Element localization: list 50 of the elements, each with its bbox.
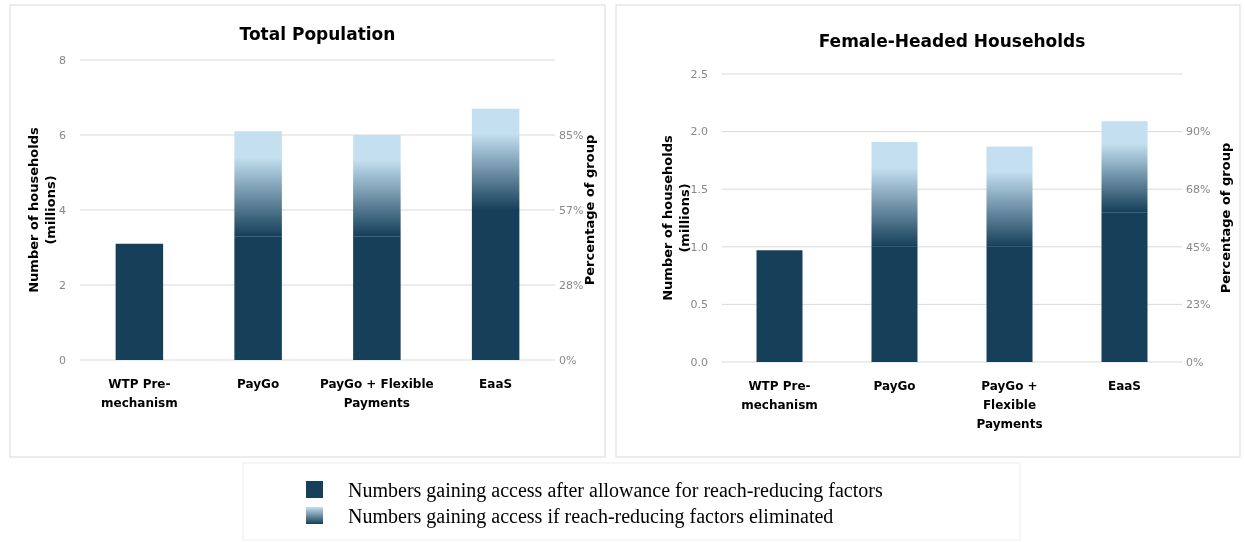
y-tick-label: 2.5 — [690, 67, 708, 81]
y-tick-label: 0.0 — [690, 355, 708, 369]
bar — [471, 108, 520, 210]
y2-tick-label: 57% — [559, 203, 584, 217]
y-tick-label: 0.5 — [690, 298, 708, 312]
x-tick-label: PayGo + Flexible Payments — [320, 377, 434, 410]
y-tick-label: 1.5 — [690, 183, 708, 197]
y2-tick-label: 23% — [1186, 298, 1211, 312]
chart-title: Total Population — [239, 24, 396, 44]
x-tick-label: WTP Pre-mechanism — [741, 379, 818, 412]
legend-label: Numbers gaining access after allowance for reach-reducing factors — [348, 479, 883, 502]
x-tick-label: EaaS — [1107, 379, 1142, 393]
y-tick-label: 4 — [59, 203, 66, 217]
y2-tick-label: 45% — [1186, 240, 1211, 254]
bar — [471, 210, 520, 360]
y-axis-title: Number of households (millions) — [26, 126, 58, 293]
x-tick-label: PayGo — [237, 377, 280, 391]
bar — [986, 146, 1033, 247]
y2-tick-label: 28% — [559, 278, 584, 292]
y2-axis-title: Percentage of group — [1218, 142, 1233, 294]
x-tick-label: PayGo — [873, 379, 916, 393]
y-tick-label: 2 — [59, 278, 66, 292]
bar — [871, 246, 918, 362]
y-tick-label: 6 — [59, 128, 66, 142]
y2-tick-label: 68% — [1186, 183, 1211, 197]
bar — [871, 141, 918, 247]
bar — [1101, 212, 1148, 362]
y2-axis-title: Percentage of group — [582, 134, 597, 286]
x-tick-label: EaaS — [479, 377, 513, 391]
bar — [234, 131, 282, 237]
y-tick-label: 8 — [59, 53, 66, 67]
bar — [353, 236, 401, 360]
bar — [353, 135, 401, 237]
y2-tick-label: 0% — [1186, 355, 1204, 369]
y2-tick-label: 0% — [559, 353, 577, 367]
legend-label: Numbers gaining access if reach-reducing factors eliminated — [348, 505, 834, 528]
y-tick-label: 0 — [59, 353, 66, 367]
chart-title: Female-Headed Households — [818, 31, 1086, 51]
bar — [986, 246, 1033, 362]
y-tick-label: 2.0 — [690, 125, 708, 139]
x-tick-label: WTP Pre-mechanism — [101, 377, 178, 410]
y2-tick-label: 85% — [559, 128, 584, 142]
bar — [234, 236, 282, 360]
bar — [1101, 121, 1148, 213]
bar — [115, 243, 164, 360]
y-axis-title: Number of households (millions) — [660, 134, 692, 301]
bar — [756, 250, 803, 362]
y-tick-label: 1.0 — [690, 240, 708, 254]
x-tick-label: PayGo + Flexible Payments — [976, 379, 1043, 431]
y2-tick-label: 90% — [1186, 125, 1211, 139]
